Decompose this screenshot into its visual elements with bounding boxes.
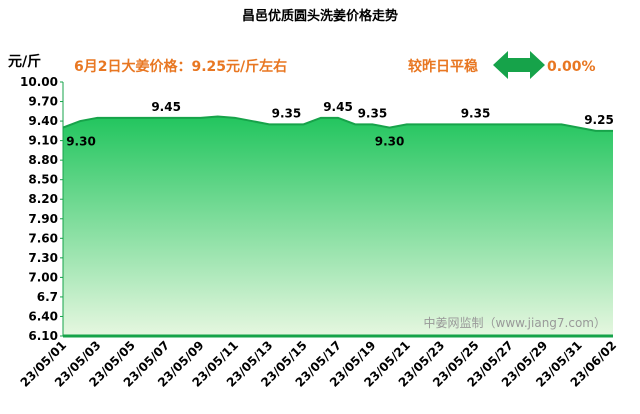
area [63,116,613,337]
data-label: 9.35 [272,106,302,120]
data-label: 9.45 [323,100,353,114]
headline: 6月2日大姜价格：9.25元/斤左右 [74,58,287,75]
chart-title: 昌邑优质圆头洗姜价格走势 [242,8,398,24]
y-tick-label: 9.70 [28,95,58,109]
y-tick-label: 9.40 [28,114,58,128]
y-tick-label: 6.10 [28,329,58,343]
y-tick-label: 9.10 [28,134,58,148]
y-tick-label: 7.90 [28,212,58,226]
data-label: 9.30 [66,135,96,149]
change-text: 较昨日平稳 [408,58,478,75]
y-tick-label: 8.20 [28,192,58,206]
y-tick-label: 8.50 [28,173,58,187]
y-tick-label: 7.60 [28,231,58,245]
y-tick-label: 7.30 [28,251,58,265]
y-unit: 元/斤 [8,53,41,70]
y-tick-label: 6.7 [37,290,58,304]
data-label: 9.25 [584,113,614,127]
y-tick-label: 8.80 [28,153,58,167]
steady-arrow [493,51,545,79]
data-label: 9.45 [151,100,181,114]
y-tick-label: 10.00 [20,75,58,89]
data-label: 9.35 [461,106,491,120]
watermark: 中姜网监制（www.jiang7.com） [424,315,606,330]
data-label: 9.30 [375,135,405,149]
y-tick-label: 7.00 [28,270,58,284]
y-tick-label: 6.40 [28,309,58,323]
change-value: 0.00% [547,59,596,75]
line [62,115,613,132]
data-label: 9.35 [358,106,388,120]
